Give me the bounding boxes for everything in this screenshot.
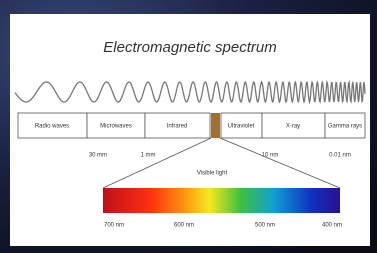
band-label: Ultraviolet xyxy=(228,124,255,130)
band-row: Radio waves Microwaves Infrared Ultravio… xyxy=(18,113,365,138)
visible-label: Visible light xyxy=(197,171,228,177)
band-label: Infrared xyxy=(167,124,188,130)
band-label: X-ray xyxy=(286,124,300,130)
wavelength-mark: 10 nm xyxy=(262,153,279,159)
visible-scale: 500 nm xyxy=(255,223,275,229)
band-label: Radio waves xyxy=(35,124,69,130)
band-label: Gamma rays xyxy=(328,124,362,130)
visible-band xyxy=(211,113,220,138)
band-label: Microwaves xyxy=(100,124,132,130)
visible-spectrum xyxy=(103,188,340,213)
visible-scale: 700 nm xyxy=(104,223,124,229)
wavelength-mark: 0.01 nm xyxy=(329,153,351,159)
title: Electromagnetic spectrum xyxy=(103,39,276,56)
visible-scale: 400 nm xyxy=(322,223,342,229)
page: Electromagnetic spectrum Radio waves Mic… xyxy=(0,0,377,253)
wavelength-mark: 1 mm xyxy=(141,153,156,159)
wavelength-mark: 30 mm xyxy=(89,153,107,159)
diagram: Electromagnetic spectrum Radio waves Mic… xyxy=(0,0,377,253)
visible-scale: 600 nm xyxy=(174,223,194,229)
